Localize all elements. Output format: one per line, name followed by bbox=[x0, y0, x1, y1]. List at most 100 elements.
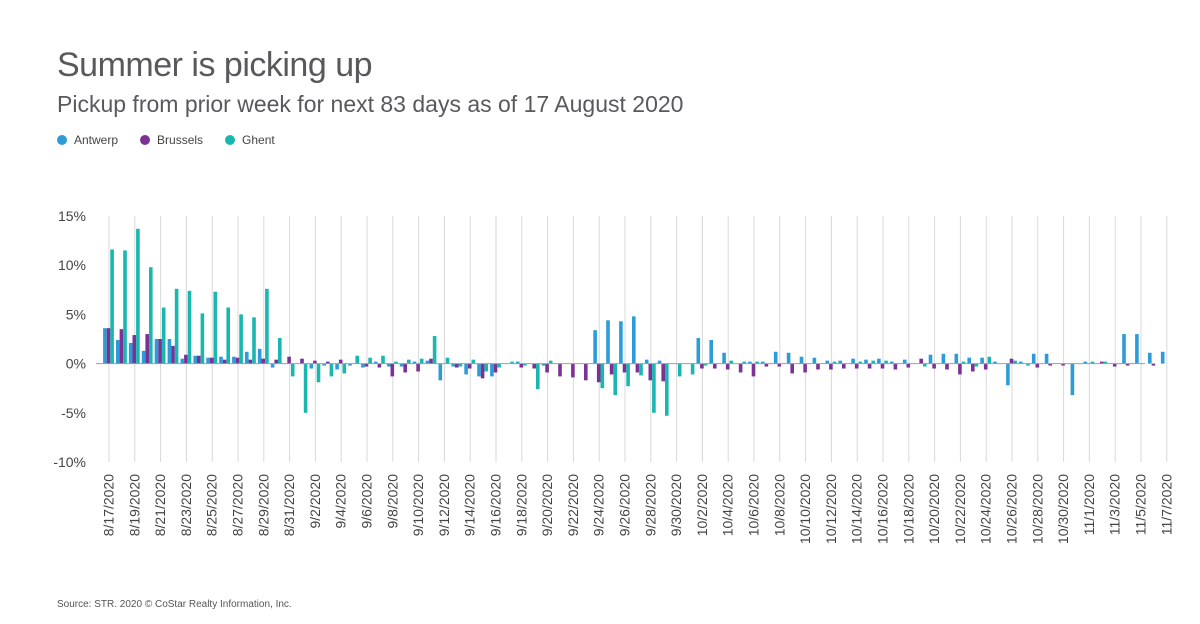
bar-antwerp bbox=[1122, 334, 1126, 364]
x-tick-label: 9/22/2020 bbox=[565, 474, 581, 536]
bar-antwerp bbox=[748, 361, 752, 364]
bar-brussels bbox=[571, 363, 575, 378]
bar-brussels bbox=[945, 363, 949, 370]
bar-ghent bbox=[1090, 361, 1095, 364]
bar-brussels bbox=[532, 363, 536, 369]
bar-brussels bbox=[1035, 363, 1040, 368]
bar-ghent bbox=[639, 363, 643, 376]
bar-antwerp bbox=[464, 363, 468, 375]
bar-antwerp bbox=[1070, 363, 1075, 396]
x-tick-label: 9/14/2020 bbox=[462, 474, 478, 536]
bar-brussels bbox=[416, 363, 420, 372]
bar-brussels bbox=[106, 328, 111, 364]
bar-antwerp bbox=[193, 355, 197, 364]
x-tick-label: 10/4/2020 bbox=[720, 474, 736, 536]
bar-brussels bbox=[1009, 358, 1014, 364]
x-tick-label: 10/8/2020 bbox=[771, 474, 787, 536]
bar-ghent bbox=[471, 359, 476, 364]
bar-ghent bbox=[407, 359, 411, 364]
bar-ghent bbox=[278, 338, 282, 364]
bar-brussels bbox=[842, 363, 846, 369]
bar-brussels bbox=[751, 363, 756, 377]
x-tick-label: 11/5/2020 bbox=[1133, 474, 1149, 535]
bar-brussels bbox=[493, 363, 498, 373]
bar-brussels bbox=[197, 355, 201, 364]
bar-brussels bbox=[1151, 363, 1156, 366]
bar-antwerp bbox=[348, 363, 352, 366]
legend-item-brussels: Brussels bbox=[140, 133, 203, 147]
bar-antwerp bbox=[1148, 352, 1152, 364]
y-tick-label: 5% bbox=[66, 306, 86, 322]
bar-antwerp bbox=[490, 363, 494, 377]
x-tick-label: 10/18/2020 bbox=[900, 474, 916, 544]
bar-antwerp bbox=[270, 363, 275, 368]
bar-brussels bbox=[313, 360, 317, 364]
bar-ghent bbox=[329, 363, 334, 377]
x-tick-label: 8/29/2020 bbox=[255, 474, 271, 536]
bar-brussels bbox=[648, 363, 653, 381]
x-tick-label: 8/19/2020 bbox=[126, 474, 142, 536]
bar-antwerp bbox=[438, 363, 443, 381]
legend-item-ghent: Ghent bbox=[225, 133, 275, 147]
bar-brussels bbox=[880, 363, 885, 369]
bar-antwerp bbox=[657, 360, 662, 364]
bar-brussels bbox=[222, 359, 227, 364]
bar-ghent bbox=[871, 360, 875, 364]
bar-brussels bbox=[364, 363, 369, 367]
bar-antwerp bbox=[1083, 361, 1088, 364]
bar-antwerp bbox=[257, 348, 262, 364]
bar-brussels bbox=[1125, 363, 1130, 366]
bar-ghent bbox=[884, 360, 888, 364]
source-note: Source: STR. 2020 © CoStar Realty Inform… bbox=[57, 599, 292, 610]
bar-ghent bbox=[110, 249, 114, 364]
y-tick-label: 0% bbox=[66, 356, 86, 372]
bar-antwerp bbox=[941, 353, 946, 364]
bar-antwerp bbox=[1006, 363, 1010, 386]
bar-brussels bbox=[326, 361, 330, 364]
y-tick-label: 10% bbox=[58, 257, 86, 273]
x-tick-label: 9/10/2020 bbox=[410, 474, 426, 536]
bar-brussels bbox=[248, 359, 253, 364]
bar-ghent bbox=[536, 363, 540, 390]
bar-antwerp bbox=[761, 361, 765, 364]
bar-brussels bbox=[584, 363, 588, 381]
bar-brussels bbox=[609, 363, 614, 375]
bar-antwerp bbox=[799, 356, 804, 364]
bar-antwerp bbox=[1160, 351, 1165, 364]
bar-antwerp bbox=[619, 321, 623, 364]
bar-brussels bbox=[1112, 363, 1117, 367]
bar-antwerp bbox=[993, 361, 997, 364]
bar-antwerp bbox=[593, 330, 597, 364]
bar-brussels bbox=[596, 363, 601, 383]
bar-ghent bbox=[923, 363, 927, 367]
bar-antwerp bbox=[644, 359, 649, 364]
bar-ghent bbox=[187, 290, 192, 364]
bar-ghent bbox=[613, 363, 617, 396]
bar-brussels bbox=[158, 339, 162, 364]
bar-brussels bbox=[300, 358, 304, 364]
x-tick-label: 10/16/2020 bbox=[875, 474, 891, 544]
bar-ghent bbox=[445, 357, 450, 364]
chart-title: Summer is picking up bbox=[57, 46, 373, 84]
bar-antwerp bbox=[773, 351, 778, 364]
bar-brussels bbox=[377, 363, 382, 368]
bar-brussels bbox=[777, 363, 782, 367]
bar-brussels bbox=[700, 363, 704, 369]
bar-ghent bbox=[510, 361, 514, 364]
bar-ghent bbox=[987, 356, 992, 364]
bar-antwerp bbox=[1044, 353, 1049, 364]
x-tick-label: 10/30/2020 bbox=[1055, 474, 1071, 544]
bar-ghent bbox=[381, 355, 385, 364]
bar-ghent bbox=[1026, 363, 1030, 366]
bar-antwerp bbox=[128, 342, 133, 364]
bar-ghent bbox=[729, 360, 734, 364]
bar-brussels bbox=[403, 363, 407, 373]
bar-ghent bbox=[226, 307, 230, 364]
bar-antwerp bbox=[902, 359, 907, 364]
bar-antwerp bbox=[386, 363, 391, 367]
bar-brussels bbox=[171, 345, 175, 364]
bar-brussels bbox=[261, 358, 266, 364]
bar-ghent bbox=[961, 361, 966, 364]
bar-brussels bbox=[519, 363, 524, 368]
bar-ghent bbox=[677, 363, 682, 377]
